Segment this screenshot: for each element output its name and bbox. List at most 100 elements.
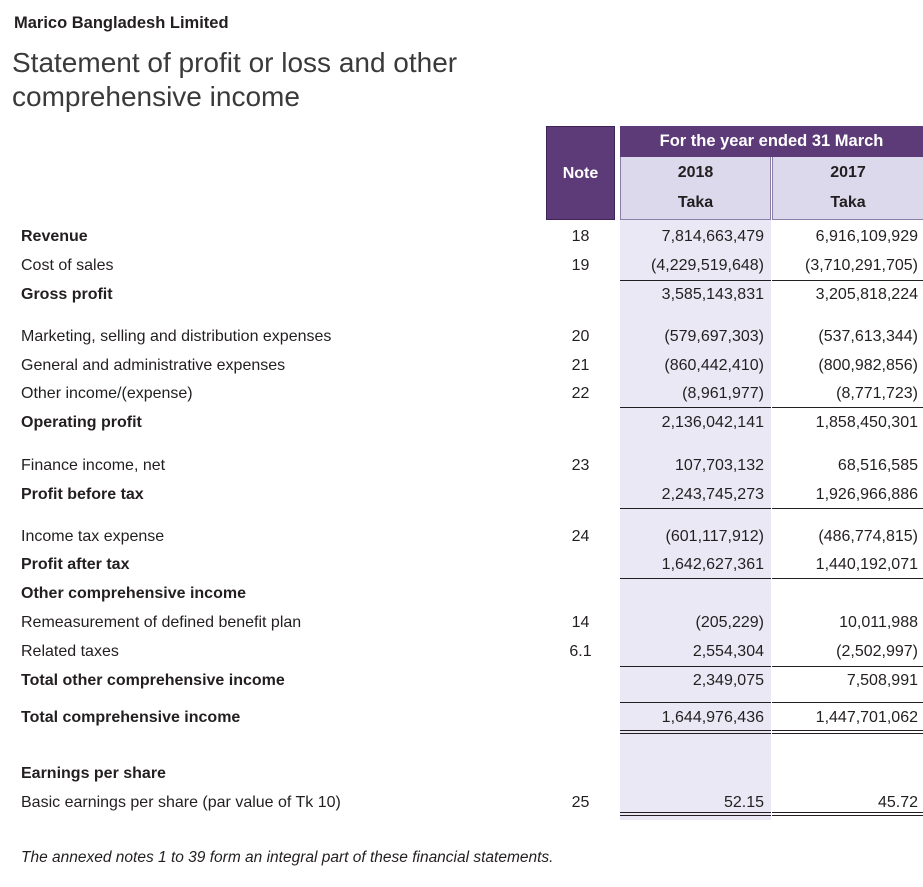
rule-line xyxy=(620,733,771,734)
table-row: Marketing, selling and distribution expe… xyxy=(0,324,923,348)
table-row: Finance income, net 23 107,703,132 68,516,5… xyxy=(0,453,923,477)
value-2017: 10,011,988 xyxy=(839,614,918,631)
line-item-label: Remeasurement of defined benefit plan xyxy=(21,614,302,631)
year-current-label: 2018 xyxy=(677,164,714,181)
table-row: Other income/(expense) 22 (8,961,977) (8,77… xyxy=(0,381,923,405)
rule-line xyxy=(772,666,923,667)
line-item-label: Finance income, net xyxy=(21,457,166,474)
table-row: General and administrative expenses 21 (86… xyxy=(0,353,923,377)
note-ref: 25 xyxy=(571,794,590,811)
table-row: Earnings per share xyxy=(0,761,923,785)
rule-line xyxy=(772,407,923,408)
rule-line xyxy=(620,666,771,667)
note-ref: 6.1 xyxy=(569,643,592,660)
rule-line xyxy=(620,280,771,281)
statement-title: Statement of profit or loss and other co… xyxy=(12,46,457,114)
line-item-label: Total comprehensive income xyxy=(21,709,241,726)
rule-line xyxy=(620,815,771,816)
footnote: The annexed notes 1 to 39 form an integr… xyxy=(21,849,554,866)
value-2018: 1,642,627,361 xyxy=(661,556,764,573)
title-line-1: Statement of profit or loss and other xyxy=(12,47,458,78)
rule-line xyxy=(772,733,923,734)
value-2018: 1,644,976,436 xyxy=(661,709,764,726)
line-item-label: Related taxes xyxy=(21,643,119,660)
value-2018: (579,697,303) xyxy=(664,328,764,345)
line-item-label: Revenue xyxy=(21,228,88,245)
value-2017: 45.72 xyxy=(877,794,918,811)
note-column-header: Note xyxy=(546,126,615,220)
line-item-label: Cost of sales xyxy=(21,257,114,274)
value-2018: 3,585,143,831 xyxy=(661,286,764,303)
note-ref: 24 xyxy=(571,528,590,545)
value-2018: 2,349,075 xyxy=(692,672,764,689)
title-line-2: comprehensive income xyxy=(12,81,300,112)
note-ref: 21 xyxy=(571,357,590,374)
line-item-label: General and administrative expenses xyxy=(21,357,286,374)
rule-line xyxy=(620,407,771,408)
table-row: Other comprehensive income xyxy=(0,581,923,605)
rule-line xyxy=(620,730,771,731)
line-item-label: Earnings per share xyxy=(21,765,166,782)
value-2017: (3,710,291,705) xyxy=(805,257,918,274)
table-row: Profit after tax 1,642,627,361 1,440,192,0… xyxy=(0,552,923,576)
year-2017-header: 2017 Taka xyxy=(772,157,923,220)
note-ref: 23 xyxy=(571,457,590,474)
table-row: Related taxes 6.1 2,554,304 (2,502,997) xyxy=(0,639,923,663)
value-2017: (800,982,856) xyxy=(818,357,918,374)
currency-current-label: Taka xyxy=(677,194,714,211)
table-row: Profit before tax 2,243,745,273 1,926,966,… xyxy=(0,482,923,506)
value-2017: (537,613,344) xyxy=(818,328,918,345)
value-2018: (860,442,410) xyxy=(664,357,764,374)
rule-line xyxy=(772,815,923,816)
table-row: Total other comprehensive income 2,349,07… xyxy=(0,668,923,692)
line-item-label: Basic earnings per share (par value of T… xyxy=(21,794,341,811)
value-2017: (2,502,997) xyxy=(836,643,918,660)
value-2017: 7,508,991 xyxy=(846,672,918,689)
value-2017: (8,771,723) xyxy=(836,385,918,402)
line-item-label: Operating profit xyxy=(21,414,142,431)
table-row: Operating profit 2,136,042,141 1,858,450,3… xyxy=(0,410,923,434)
value-2017: 1,447,701,062 xyxy=(815,709,918,726)
value-2018: 107,703,132 xyxy=(675,457,764,474)
table-row: Gross profit 3,585,143,831 3,205,818,224 xyxy=(0,282,923,306)
rule-line xyxy=(772,578,923,579)
value-2018: 2,554,304 xyxy=(692,643,764,660)
line-item-label: Profit after tax xyxy=(21,556,130,573)
note-ref: 14 xyxy=(571,614,590,631)
table-row: Basic earnings per share (par value of T… xyxy=(0,790,923,814)
note-ref: 18 xyxy=(571,228,590,245)
value-2018: 2,136,042,141 xyxy=(661,414,764,431)
value-2018: 7,814,663,479 xyxy=(661,228,764,245)
company-name: Marico Bangladesh Limited xyxy=(14,14,229,32)
note-ref: 19 xyxy=(571,257,590,274)
value-2018: (4,229,519,648) xyxy=(651,257,764,274)
value-2018: (8,961,977) xyxy=(682,385,764,402)
line-item-label: Profit before tax xyxy=(21,486,144,503)
table-row: Remeasurement of defined benefit plan 14 (… xyxy=(0,610,923,634)
value-2018: 2,243,745,273 xyxy=(661,486,764,503)
rule-line xyxy=(772,280,923,281)
rule-line xyxy=(772,812,923,813)
value-2017: 6,916,109,929 xyxy=(815,228,918,245)
note-ref: 20 xyxy=(571,328,590,345)
period-header-label: For the year ended 31 March xyxy=(659,132,884,150)
line-item-label: Income tax expense xyxy=(21,528,165,545)
rule-line xyxy=(620,702,771,703)
value-2017: 1,858,450,301 xyxy=(815,414,918,431)
note-ref: 22 xyxy=(571,385,590,402)
value-2017: (486,774,815) xyxy=(818,528,918,545)
value-2017: 3,205,818,224 xyxy=(815,286,918,303)
rule-line xyxy=(772,730,923,731)
table-row: Revenue 18 7,814,663,479 6,916,109,929 xyxy=(0,224,923,248)
rule-line xyxy=(620,508,771,509)
line-item-label: Other comprehensive income xyxy=(21,585,246,602)
value-2018: 52.15 xyxy=(723,794,764,811)
rule-line xyxy=(620,812,771,813)
year-2018-header: 2018 Taka xyxy=(620,157,771,220)
value-2017: 1,440,192,071 xyxy=(815,556,918,573)
value-2017: 68,516,585 xyxy=(837,457,918,474)
line-item-label: Other income/(expense) xyxy=(21,385,193,402)
rule-line xyxy=(772,702,923,703)
line-item-label: Total other comprehensive income xyxy=(21,672,285,689)
currency-prior-label: Taka xyxy=(830,194,866,211)
